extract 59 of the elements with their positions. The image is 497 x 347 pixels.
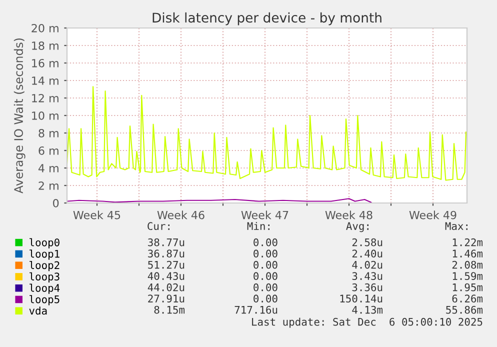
- text: 1.22m: [452, 238, 483, 246]
- x-tick-label: Week 48: [325, 210, 372, 220]
- y-tick-label: 6 m: [38, 146, 58, 155]
- y-axis-title: Average IO Wait (seconds): [14, 38, 26, 194]
- y-tick-label: 16 m: [32, 58, 58, 68]
- text: 0.00: [254, 294, 278, 303]
- text: 2.08m: [452, 260, 483, 269]
- x-tick-label: Week 46: [157, 210, 204, 220]
- text: 0.00: [254, 272, 278, 280]
- text: 51.27u: [148, 260, 184, 269]
- text: 8.15m: [154, 306, 185, 314]
- text: 38.77u: [148, 238, 184, 246]
- text: 1.95m: [452, 283, 483, 292]
- x-tick-label: Week 49: [409, 210, 456, 220]
- legend-label: loop5: [30, 295, 60, 306]
- legend-label: loop4: [30, 284, 60, 294]
- y-tick-label: 14 m: [32, 76, 58, 85]
- text: 1.46m: [452, 250, 483, 258]
- text: 55.86m: [446, 306, 483, 314]
- text: 150.14u: [340, 294, 382, 303]
- y-tick-label: 18 m: [32, 41, 58, 50]
- text: Min:: [247, 222, 270, 230]
- legend-label: vda: [29, 306, 47, 315]
- text: 0.00: [254, 238, 278, 246]
- y-tick-label: 10 m: [32, 111, 58, 120]
- text: 2.58u: [352, 238, 382, 246]
- legend-label: loop0: [30, 238, 60, 248]
- text: 36.87u: [148, 250, 184, 258]
- legend-label: loop1: [30, 250, 60, 260]
- text: 1.59m: [452, 272, 483, 280]
- text: 40.43u: [148, 272, 184, 280]
- text: 6.26m: [452, 294, 483, 303]
- text: 0.00: [254, 250, 278, 258]
- chart-title: Disk latency per device - by month: [152, 12, 382, 26]
- text: 27.91u: [148, 294, 184, 303]
- text: 44.02u: [148, 283, 184, 292]
- y-tick-label: 20 m: [32, 24, 58, 32]
- text: 3.43u: [352, 272, 382, 280]
- text: Last update: Sat Dec 6 05:00:10 2025: [252, 318, 482, 328]
- text: 4.02u: [352, 260, 382, 269]
- y-tick-label: 2 m: [38, 181, 58, 190]
- text: 0.00: [254, 260, 278, 269]
- x-tick-label: Week 45: [73, 210, 120, 220]
- legend-label: loop2: [30, 260, 60, 272]
- text: Max:: [445, 222, 468, 230]
- text: 2.40u: [352, 250, 382, 258]
- text: Avg:: [346, 222, 368, 232]
- text: 0.00: [254, 283, 278, 292]
- legend-label: loop3: [30, 272, 60, 283]
- text: Cur:: [148, 222, 170, 230]
- y-tick-label: 12 m: [32, 94, 58, 102]
- x-tick-label: Week 47: [241, 210, 288, 220]
- text: 4.13m: [352, 306, 383, 314]
- y-tick-label: 0: [53, 198, 59, 208]
- text: 717.16u: [234, 306, 278, 314]
- y-tick-label: 4 m: [38, 164, 58, 172]
- line-series: [67, 86, 467, 181]
- text: 3.36u: [352, 283, 382, 292]
- y-tick-label: 8 m: [38, 128, 58, 138]
